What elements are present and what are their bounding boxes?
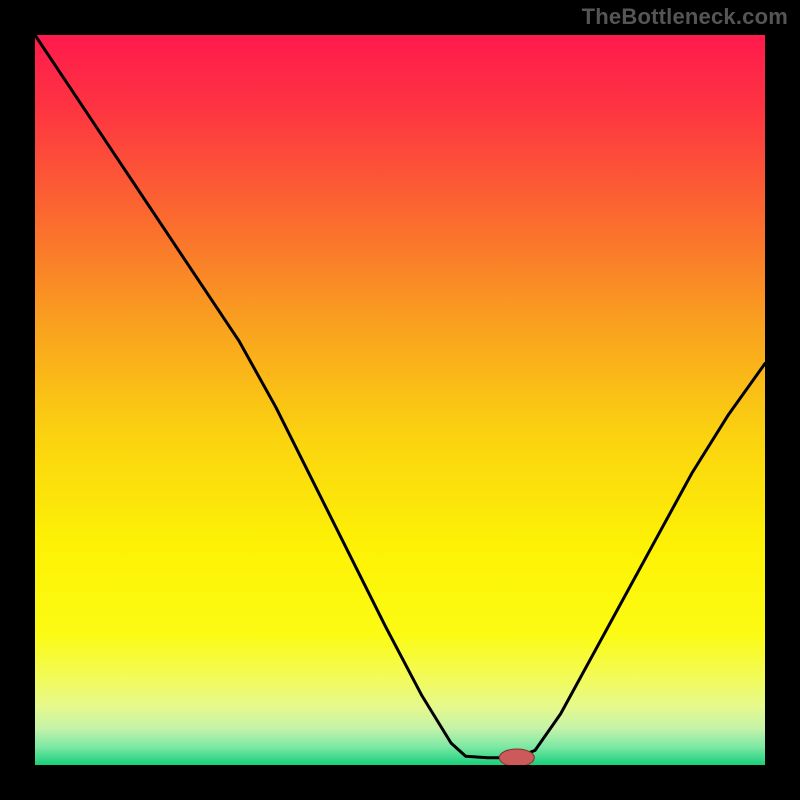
chart-frame: TheBottleneck.com <box>0 0 800 800</box>
minimum-marker <box>499 749 534 765</box>
watermark-text: TheBottleneck.com <box>582 4 788 30</box>
bottleneck-chart <box>35 35 765 765</box>
